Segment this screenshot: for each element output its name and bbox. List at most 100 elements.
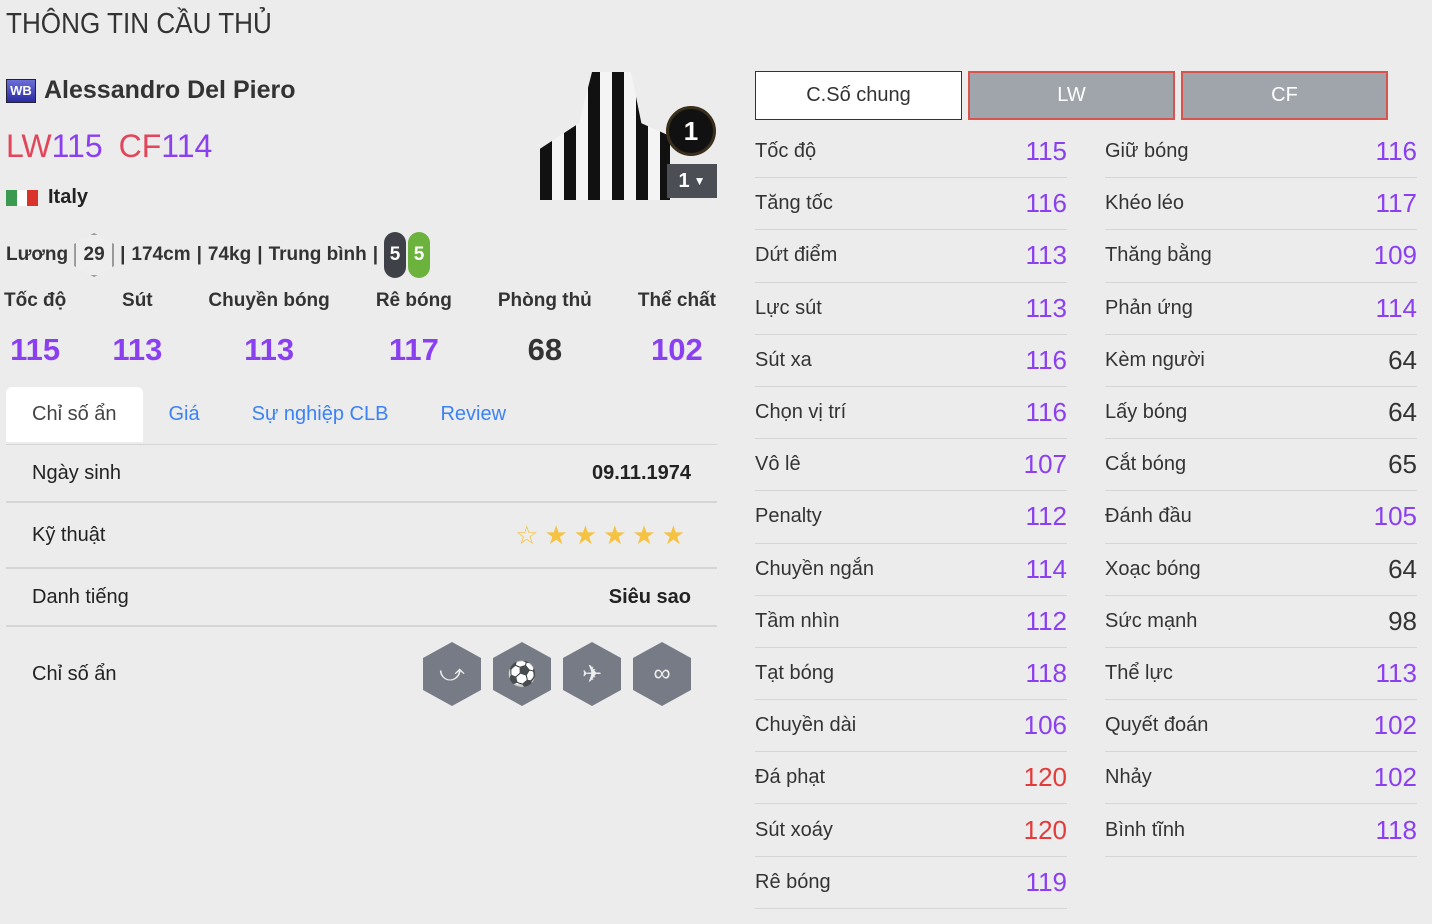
traits: ⤻ ⚽ ✈ ∞ xyxy=(423,642,691,706)
main-stat: Thể chất 102 xyxy=(638,290,716,368)
stat-tabs: C.Số chung LW CF xyxy=(755,71,1388,120)
left-foot: 5 xyxy=(384,232,407,278)
label: Danh tiếng xyxy=(32,585,129,608)
foot-icon: 5 5 xyxy=(384,232,431,278)
main-stat-label: Chuyền bóng xyxy=(208,290,330,311)
trait-dribbler-icon[interactable]: ∞ xyxy=(633,642,691,706)
stat-value: 120 xyxy=(1023,762,1067,793)
tab-club-career[interactable]: Sự nghiệp CLB xyxy=(251,403,389,425)
stat-value: 115 xyxy=(1025,136,1067,167)
stat-value: 64 xyxy=(1388,397,1417,428)
tab-review[interactable]: Review xyxy=(440,403,507,425)
stat-row: Lực sút 113 xyxy=(755,283,1067,335)
skill-row: Kỹ thuật ☆★★★★★ xyxy=(6,503,717,569)
trait-finesse-icon[interactable]: ✈ xyxy=(563,642,621,706)
stat-row: Kèm người 64 xyxy=(1105,335,1417,387)
weight: 74kg xyxy=(207,244,252,265)
tab-hidden-stats[interactable]: Chỉ số ẩn xyxy=(6,387,143,442)
work-rate: Trung bình xyxy=(268,244,367,265)
stat-row: Rê bóng 119 xyxy=(755,857,1067,909)
trait-curler-icon[interactable]: ⤻ xyxy=(423,642,481,706)
stat-value: 116 xyxy=(1025,397,1067,428)
star-filled-icon: ★ xyxy=(544,519,574,550)
stat-row: Bình tĩnh 118 xyxy=(1105,804,1417,857)
stat-row: Vô lê 107 xyxy=(755,439,1067,492)
stats-left: Tốc độ 115 Tăng tốc 116 Dứt điểm 113 Lực sút 11… xyxy=(755,126,1067,909)
nation-name: Italy xyxy=(48,186,89,208)
height: 174cm xyxy=(131,244,191,265)
stat-label: Nhảy xyxy=(1105,766,1152,789)
main-stat-value: 113 xyxy=(244,332,295,367)
stat-label: Kèm người xyxy=(1105,348,1205,371)
trait-long-shot-icon[interactable]: ⚽ xyxy=(493,642,551,706)
main-stat: Phòng thủ 68 xyxy=(498,290,592,368)
label: Chỉ số ẩn xyxy=(32,662,117,685)
stat-value: 112 xyxy=(1025,605,1067,636)
stat-label: Sút xoáy xyxy=(755,818,833,841)
stat-label: Thăng bằng xyxy=(1105,244,1212,267)
main-stat-label: Phòng thủ xyxy=(497,290,592,311)
stats-right: Giữ bóng 116 Khéo léo 117 Thăng bằng 109 Phản … xyxy=(1105,126,1417,857)
stat-row: Lấy bóng 64 xyxy=(1105,387,1417,440)
stat-label: Tăng tốc xyxy=(755,192,833,215)
stat-label: Tạt bóng xyxy=(755,661,834,684)
stat-row: Chuyền dài 106 xyxy=(755,700,1067,753)
stat-label: Phản ứng xyxy=(1105,296,1193,319)
stat-row: Tầm nhìn 112 xyxy=(755,596,1067,648)
stat-value: 109 xyxy=(1373,240,1417,271)
jersey-number: 1 xyxy=(666,106,716,156)
stat-row: Chuyền ngắn 114 xyxy=(755,544,1067,596)
stat-label: Khéo léo xyxy=(1105,192,1184,215)
stat-label: Dứt điểm xyxy=(755,244,838,267)
main-stat-value: 102 xyxy=(651,332,703,367)
player-name: Alessandro Del Piero xyxy=(44,76,296,104)
stat-label: Đá phạt xyxy=(755,766,826,789)
stat-value: 106 xyxy=(1023,710,1067,741)
stat-value: 113 xyxy=(1375,657,1417,688)
stat-value: 98 xyxy=(1388,605,1417,636)
main-stat-label: Rê bóng xyxy=(375,290,452,311)
stat-row: Khéo léo 117 xyxy=(1105,178,1417,231)
player-name-row: WB Alessandro Del Piero xyxy=(6,76,295,105)
main-stat-value: 117 xyxy=(388,332,439,367)
stat-label: Chọn vị trí xyxy=(755,401,847,424)
stat-label: Tầm nhìn xyxy=(755,609,840,632)
stat-label: Lực sút xyxy=(755,296,822,319)
stat-row: Thể lực 113 xyxy=(1105,648,1417,701)
stat-label: Lấy bóng xyxy=(1105,401,1188,424)
stat-label: Chuyền ngắn xyxy=(755,557,874,580)
stat-label: Sút xa xyxy=(755,348,812,371)
separator: | xyxy=(120,244,126,265)
stat-row: Giữ bóng 116 xyxy=(1105,126,1417,179)
stat-label: Penalty xyxy=(755,505,822,528)
stat-value: 102 xyxy=(1373,762,1417,793)
position-ratings: LW115 CF114 xyxy=(6,128,212,165)
separator: | xyxy=(257,244,263,265)
stat-value: 107 xyxy=(1023,449,1067,480)
stat-value: 113 xyxy=(1025,240,1067,271)
stat-label: Đánh đầu xyxy=(1105,505,1192,528)
stat-row: Sút xoáy 120 xyxy=(755,804,1067,857)
main-stat: Sút 113 xyxy=(112,290,162,368)
stat-row: Đánh đầu 105 xyxy=(1105,491,1417,544)
nationality: Italy xyxy=(6,186,88,209)
stat-value: 116 xyxy=(1375,136,1417,167)
birth-row: Ngày sinh 09.11.1974 xyxy=(6,445,717,503)
tab-cf[interactable]: CF xyxy=(1181,71,1388,120)
stat-row: Thăng bằng 109 xyxy=(1105,230,1417,283)
stat-label: Xoạc bóng xyxy=(1105,557,1201,580)
stat-value: 105 xyxy=(1373,501,1417,532)
stat-row: Tăng tốc 116 xyxy=(755,178,1067,231)
italy-flag-icon xyxy=(6,189,39,206)
tab-general[interactable]: C.Số chung xyxy=(755,71,962,120)
stat-value: 114 xyxy=(1375,292,1417,323)
stat-value: 120 xyxy=(1023,814,1067,845)
stat-value: 64 xyxy=(1388,553,1417,584)
tab-lw[interactable]: LW xyxy=(968,71,1175,120)
star-filled-icon: ★ xyxy=(603,519,633,550)
upgrade-level-dropdown[interactable]: 1 ▼ xyxy=(667,164,717,198)
star-filled-icon: ★ xyxy=(632,519,662,550)
stat-row: Tạt bóng 118 xyxy=(755,648,1067,701)
caret-down-icon: ▼ xyxy=(693,174,706,188)
tab-price[interactable]: Giá xyxy=(168,403,200,425)
